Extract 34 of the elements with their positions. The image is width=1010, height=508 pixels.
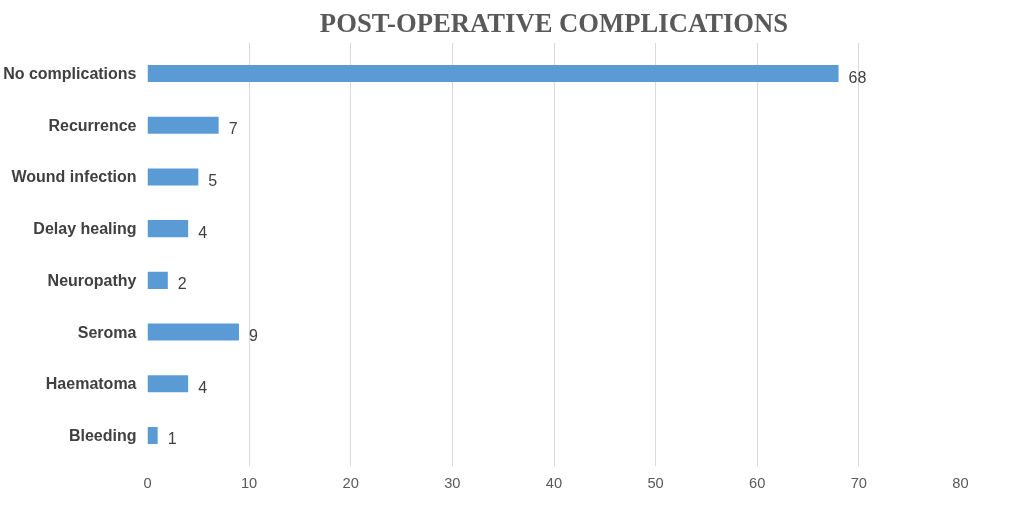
y-tick-label: Delay healing (33, 220, 137, 238)
x-tick-label: 80 (952, 474, 969, 491)
x-tick-label: 60 (749, 474, 766, 491)
bar (147, 116, 219, 134)
y-tick-label: Recurrence (48, 116, 137, 134)
chart-title: POST-OPERATIVE COMPLICATIONS (319, 7, 789, 38)
bar (147, 323, 239, 341)
x-tick-label: 0 (143, 474, 152, 491)
bar (147, 220, 189, 238)
bar (147, 375, 189, 393)
data-label: 1 (167, 430, 177, 448)
x-tick-label: 20 (342, 474, 359, 491)
bar (147, 168, 199, 186)
data-label: 7 (228, 120, 238, 138)
x-tick-label: 30 (444, 474, 461, 491)
y-tick-label: Haematoma (45, 375, 137, 393)
data-label: 68 (848, 68, 867, 86)
y-tick-label: No complications (3, 65, 137, 83)
bar (147, 271, 168, 289)
bar (147, 64, 839, 83)
data-label: 2 (177, 275, 187, 293)
data-label: 5 (208, 171, 218, 189)
data-label: 4 (198, 378, 208, 396)
y-tick-label: Bleeding (68, 426, 137, 444)
bar (147, 426, 158, 445)
x-tick-label: 40 (545, 474, 563, 491)
y-tick-label: Neuropathy (47, 271, 137, 289)
x-tick-label: 50 (647, 474, 664, 491)
y-tick-label: Seroma (77, 323, 137, 341)
x-tick-label: 10 (240, 474, 258, 491)
y-tick-label: Wound infection (11, 168, 137, 186)
x-tick-label: 70 (850, 474, 868, 491)
data-label: 9 (248, 327, 258, 345)
data-label: 4 (198, 223, 208, 241)
